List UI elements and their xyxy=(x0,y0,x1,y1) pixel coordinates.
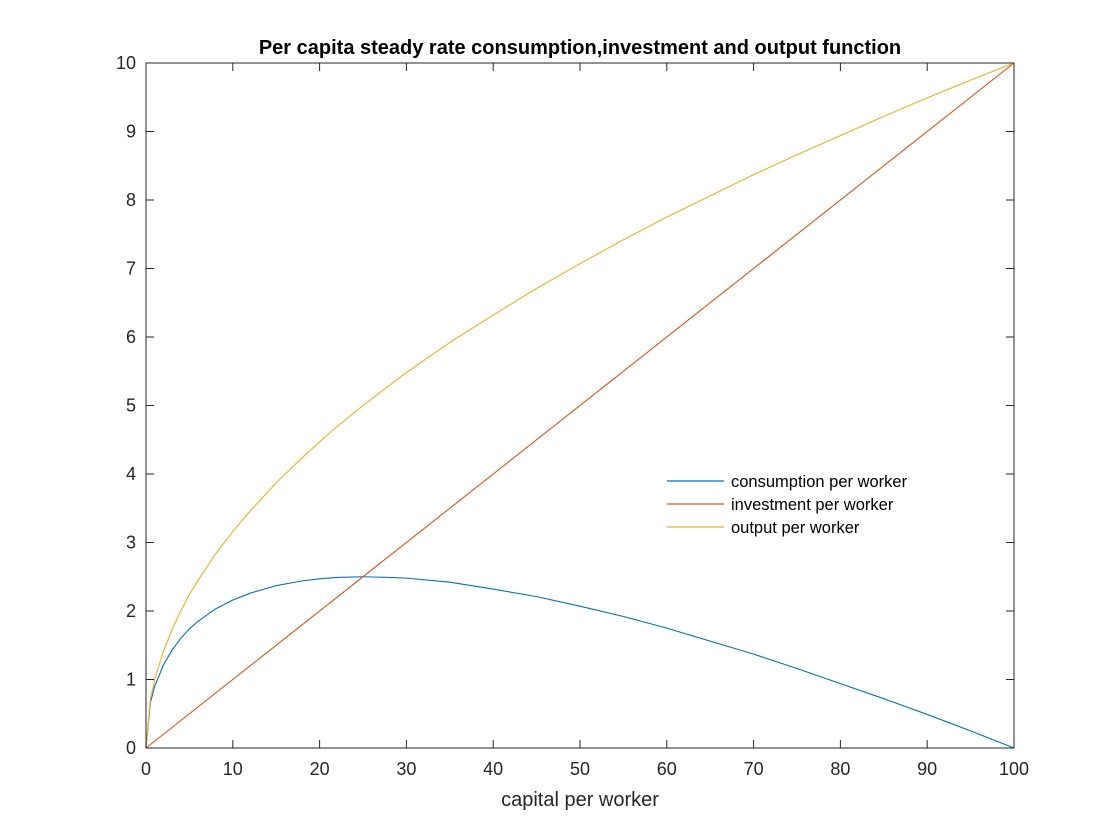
series-line-investment-per-worker xyxy=(145,62,1015,749)
x-tick-label: 30 xyxy=(396,759,416,779)
x-tick-label: 10 xyxy=(223,759,243,779)
series-layer xyxy=(145,62,1015,749)
x-tick-label: 0 xyxy=(141,759,151,779)
y-tick-label: 3 xyxy=(126,533,136,553)
legend-item-output-per-worker: output per worker xyxy=(667,519,860,537)
y-tick-labels: 0 1 2 3 4 5 6 7 8 9 10 xyxy=(116,53,136,758)
y-tick-label: 9 xyxy=(126,122,136,142)
y-tick-label: 8 xyxy=(126,190,136,210)
chart-title: Per capita steady rate consumption,inves… xyxy=(259,37,901,59)
y-tick-label: 10 xyxy=(116,53,136,73)
x-tick-label: 100 xyxy=(999,759,1029,779)
plot-area xyxy=(145,62,1015,749)
y-tick-label: 2 xyxy=(126,601,136,621)
legend-label: output per worker xyxy=(731,519,860,537)
x-tick-label: 90 xyxy=(917,759,937,779)
legend: consumption per worker investment per wor… xyxy=(667,473,908,537)
y-tick-label: 0 xyxy=(126,738,136,758)
y-tick-label: 5 xyxy=(126,396,136,416)
legend-item-consumption-per-worker: consumption per worker xyxy=(667,473,908,491)
x-tick-label: 70 xyxy=(744,759,764,779)
legend-item-investment-per-worker: investment per worker xyxy=(667,496,894,514)
ticks-layer xyxy=(145,62,1015,749)
y-tick-label: 4 xyxy=(126,464,136,484)
x-tick-label: 80 xyxy=(830,759,850,779)
y-tick-label: 7 xyxy=(126,259,136,279)
x-axis-label: capital per worker xyxy=(501,789,659,811)
x-tick-label: 50 xyxy=(570,759,590,779)
x-tick-label: 60 xyxy=(657,759,677,779)
y-tick-label: 6 xyxy=(126,327,136,347)
x-tick-label: 40 xyxy=(483,759,503,779)
series-line-consumption-per-worker xyxy=(145,576,1015,749)
x-tick-label: 20 xyxy=(310,759,330,779)
x-tick-labels: 0 10 20 30 40 50 60 70 80 90 100 xyxy=(141,759,1029,779)
series-line-output-per-worker xyxy=(145,62,1015,749)
y-tick-label: 1 xyxy=(126,670,136,690)
legend-label: consumption per worker xyxy=(731,473,908,491)
legend-label: investment per worker xyxy=(731,496,894,514)
